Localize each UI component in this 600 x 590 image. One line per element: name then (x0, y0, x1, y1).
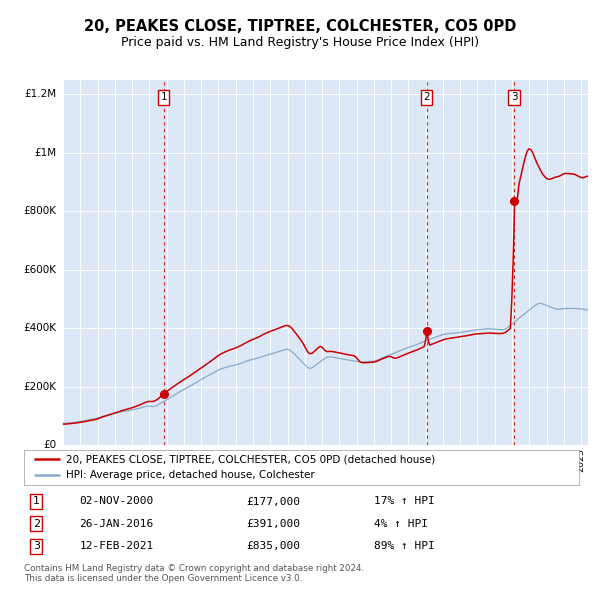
Text: 12-FEB-2021: 12-FEB-2021 (79, 541, 154, 551)
Text: £800K: £800K (24, 206, 57, 217)
Text: £835,000: £835,000 (246, 541, 300, 551)
Text: £400K: £400K (24, 323, 57, 333)
Text: 1: 1 (161, 92, 167, 102)
Text: 20, PEAKES CLOSE, TIPTREE, COLCHESTER, CO5 0PD (detached house): 20, PEAKES CLOSE, TIPTREE, COLCHESTER, C… (65, 454, 435, 464)
Text: £391,000: £391,000 (246, 519, 300, 529)
Text: £1M: £1M (35, 148, 57, 158)
Text: 02-NOV-2000: 02-NOV-2000 (79, 497, 154, 506)
Text: £200K: £200K (24, 382, 57, 392)
Text: 2: 2 (424, 92, 430, 102)
Text: HPI: Average price, detached house, Colchester: HPI: Average price, detached house, Colc… (65, 470, 314, 480)
Text: 3: 3 (33, 541, 40, 551)
Text: Price paid vs. HM Land Registry's House Price Index (HPI): Price paid vs. HM Land Registry's House … (121, 36, 479, 49)
Text: £177,000: £177,000 (246, 497, 300, 506)
Text: Contains HM Land Registry data © Crown copyright and database right 2024.
This d: Contains HM Land Registry data © Crown c… (24, 564, 364, 583)
Text: £1.2M: £1.2M (25, 89, 57, 99)
Text: 3: 3 (511, 92, 517, 102)
Text: 26-JAN-2016: 26-JAN-2016 (79, 519, 154, 529)
Text: £0: £0 (44, 441, 57, 450)
Text: £600K: £600K (24, 265, 57, 275)
Text: 2: 2 (32, 519, 40, 529)
Text: 20, PEAKES CLOSE, TIPTREE, COLCHESTER, CO5 0PD: 20, PEAKES CLOSE, TIPTREE, COLCHESTER, C… (84, 19, 516, 34)
Text: 89% ↑ HPI: 89% ↑ HPI (374, 541, 434, 551)
Text: 1: 1 (33, 497, 40, 506)
Text: 17% ↑ HPI: 17% ↑ HPI (374, 497, 434, 506)
Text: 4% ↑ HPI: 4% ↑ HPI (374, 519, 428, 529)
